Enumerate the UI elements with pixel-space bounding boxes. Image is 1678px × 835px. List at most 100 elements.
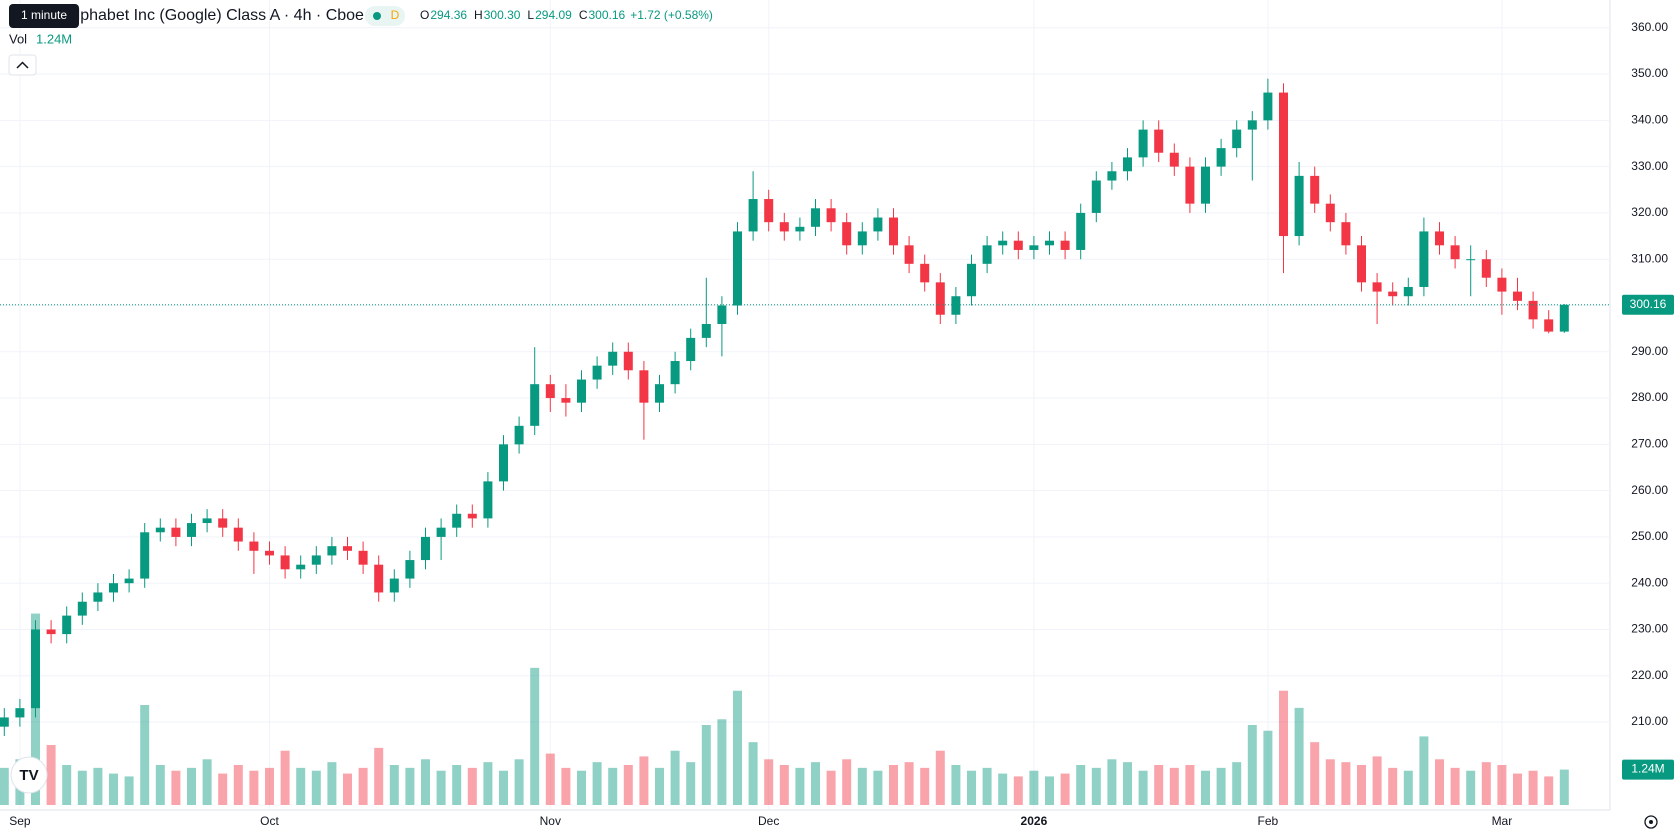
volume-bar	[530, 667, 540, 805]
candle-body	[77, 601, 87, 616]
volume-bar	[577, 770, 586, 805]
legend-value: 294.09	[535, 8, 572, 22]
candle-body	[1403, 286, 1413, 297]
volume-bar	[561, 767, 571, 805]
legend-key: L	[527, 8, 534, 22]
x-tick-label: Mar	[1492, 814, 1513, 828]
candle-body	[1310, 175, 1320, 204]
candle-body	[889, 217, 898, 246]
volume-bar	[187, 767, 196, 805]
x-tick-label: Sep	[9, 814, 31, 828]
volume-bar	[717, 719, 727, 805]
candle-body	[530, 384, 540, 426]
candle-body	[1279, 92, 1288, 237]
candle-body	[233, 527, 243, 542]
candle-body	[280, 555, 290, 570]
volume-bar	[1388, 767, 1398, 805]
x-tick-label: Feb	[1258, 814, 1279, 828]
y-tick-label: 340.00	[1631, 113, 1668, 127]
candle-body	[265, 550, 274, 556]
volume-bar	[1419, 736, 1429, 805]
candle-body	[452, 513, 462, 528]
candle-body	[1013, 240, 1023, 250]
volume-bar	[655, 767, 664, 805]
logo-mark: TV	[19, 767, 38, 784]
volume-bar	[483, 762, 493, 805]
last-price-tag: 300.16	[1630, 297, 1667, 311]
overlay: Alphabet Inc (Google) Class A · 4h · Cbo…	[0, 4, 1674, 829]
volume-bar	[1481, 762, 1491, 805]
volume-bar	[670, 750, 680, 805]
volume-bar	[1263, 730, 1273, 805]
logo[interactable]	[10, 756, 48, 794]
candle-body	[249, 541, 259, 551]
volume-bar	[1403, 770, 1413, 805]
candle-body	[171, 527, 181, 537]
candle-body	[31, 629, 40, 709]
candle-body	[1388, 291, 1398, 297]
volume-bar	[1559, 769, 1569, 805]
y-tick-label: 280.00	[1631, 390, 1668, 404]
volume-bar	[155, 765, 165, 805]
candle-body	[1169, 152, 1179, 167]
volume-bar	[686, 762, 696, 805]
volume-bar	[982, 767, 992, 805]
legend-value: 300.16	[588, 8, 625, 22]
candle-body	[1466, 259, 1476, 261]
legend-key: O	[420, 8, 429, 22]
candle-body	[514, 425, 524, 445]
volume-bar	[951, 765, 961, 805]
candle-body	[1325, 203, 1335, 223]
volume-bar	[826, 770, 836, 805]
volume-bar	[77, 770, 87, 805]
candle-body	[1107, 171, 1117, 181]
candle-body	[717, 305, 727, 324]
last-volume-tag: 1.24M	[1631, 762, 1664, 776]
candle-body	[1232, 129, 1242, 149]
candle-body	[405, 560, 415, 579]
candle-body	[1419, 231, 1429, 287]
candle-body	[904, 245, 914, 264]
volume-bar	[935, 750, 945, 805]
candle-body	[296, 564, 306, 570]
candle-body	[1154, 129, 1164, 153]
candle-body	[577, 379, 586, 403]
candle-body	[1294, 175, 1304, 237]
candle-body	[1138, 129, 1148, 158]
candle-body	[1091, 180, 1101, 213]
collapse-button[interactable]	[8, 54, 37, 76]
volume-title: Vol	[9, 31, 27, 46]
candle-body	[1029, 245, 1039, 250]
candle-body	[1123, 157, 1132, 172]
volume-bar	[358, 767, 368, 805]
candle-body	[779, 222, 789, 232]
candle-body	[1450, 245, 1460, 260]
y-tick-label: 210.00	[1631, 714, 1668, 728]
volume-bar	[514, 759, 524, 805]
x-tick-label: 2026	[1021, 814, 1048, 828]
y-tick-label: 330.00	[1631, 159, 1668, 173]
settings-icon[interactable]	[1644, 815, 1658, 829]
volume-bar	[967, 770, 976, 805]
volume-bar	[1450, 767, 1460, 805]
candle-body	[343, 546, 352, 551]
candle-body	[873, 217, 883, 232]
volume-bar	[311, 770, 321, 805]
candle-body	[998, 240, 1008, 246]
candle-body	[561, 398, 571, 403]
candle-body	[1060, 240, 1070, 250]
volume-bar	[701, 725, 711, 805]
candle-body	[1497, 277, 1507, 292]
candle-body	[592, 365, 602, 380]
volume-bar	[62, 765, 72, 805]
volume-bar	[998, 773, 1008, 805]
volume-bar	[904, 762, 914, 805]
volume-bar	[1341, 762, 1351, 805]
volume-bar	[857, 767, 867, 805]
settings-icon-dot	[1649, 820, 1653, 824]
y-tick-label: 230.00	[1631, 622, 1668, 636]
volume-bar	[467, 767, 477, 805]
candle-body	[608, 351, 618, 366]
volume-bar	[1107, 759, 1117, 805]
volume-bar	[1201, 770, 1210, 805]
